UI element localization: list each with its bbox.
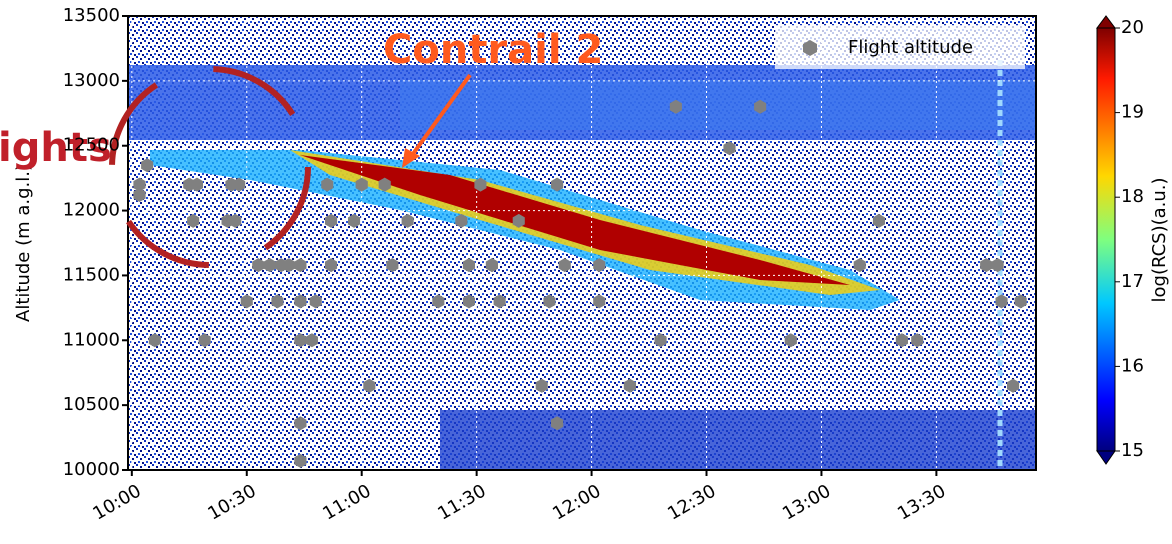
y-tick-label: 10500: [63, 394, 120, 415]
x-tick-label: 12:30: [664, 480, 719, 524]
y-tick-label: 12000: [63, 200, 120, 221]
colorbar-tick-label: 16: [1121, 355, 1144, 376]
x-tick-label: 13:00: [779, 480, 834, 524]
colorbar-ticks: 15 16 17 18 19 20: [1115, 17, 1144, 461]
legend-label: Flight altitude: [848, 37, 973, 58]
colorbar: [1097, 16, 1115, 464]
colorbar-tick-label: 20: [1121, 17, 1144, 38]
colorbar-tick-label: 19: [1121, 102, 1144, 123]
x-tick-label: 12:00: [549, 480, 604, 524]
page: {"chart_data": {"type": "scatter", "xlab…: [0, 0, 1172, 540]
y-tick-label: 11000: [63, 329, 120, 350]
colorbar-tick-label: 18: [1121, 186, 1144, 207]
y-tick-label: 12500: [63, 135, 120, 156]
colorbar-label: log(RCS)(a.u.): [1149, 177, 1170, 302]
y-axis-label: Altitude (m a.g.l.): [13, 164, 34, 322]
chart: Flight altitude Altitude (m a.g.l.) Cont…: [0, 0, 1172, 540]
x-tick-label: 11:30: [434, 480, 489, 524]
annotation: Contrail 2: [383, 27, 603, 73]
colorbar-tick-label: 15: [1121, 440, 1144, 461]
x-tick-label: 10:30: [204, 480, 259, 524]
colorbar-tick-label: 17: [1121, 271, 1144, 292]
y-tick-label: 13000: [63, 70, 120, 91]
legend: Flight altitude: [775, 25, 1025, 69]
y-tick-label: 13500: [63, 5, 120, 26]
y-tick-label: 10000: [63, 459, 120, 480]
x-tick-label: 10:00: [89, 480, 144, 524]
x-tick-label: 13:30: [894, 480, 949, 524]
y-tick-label: 11500: [63, 264, 120, 285]
x-tick-label: 11:00: [319, 480, 374, 524]
